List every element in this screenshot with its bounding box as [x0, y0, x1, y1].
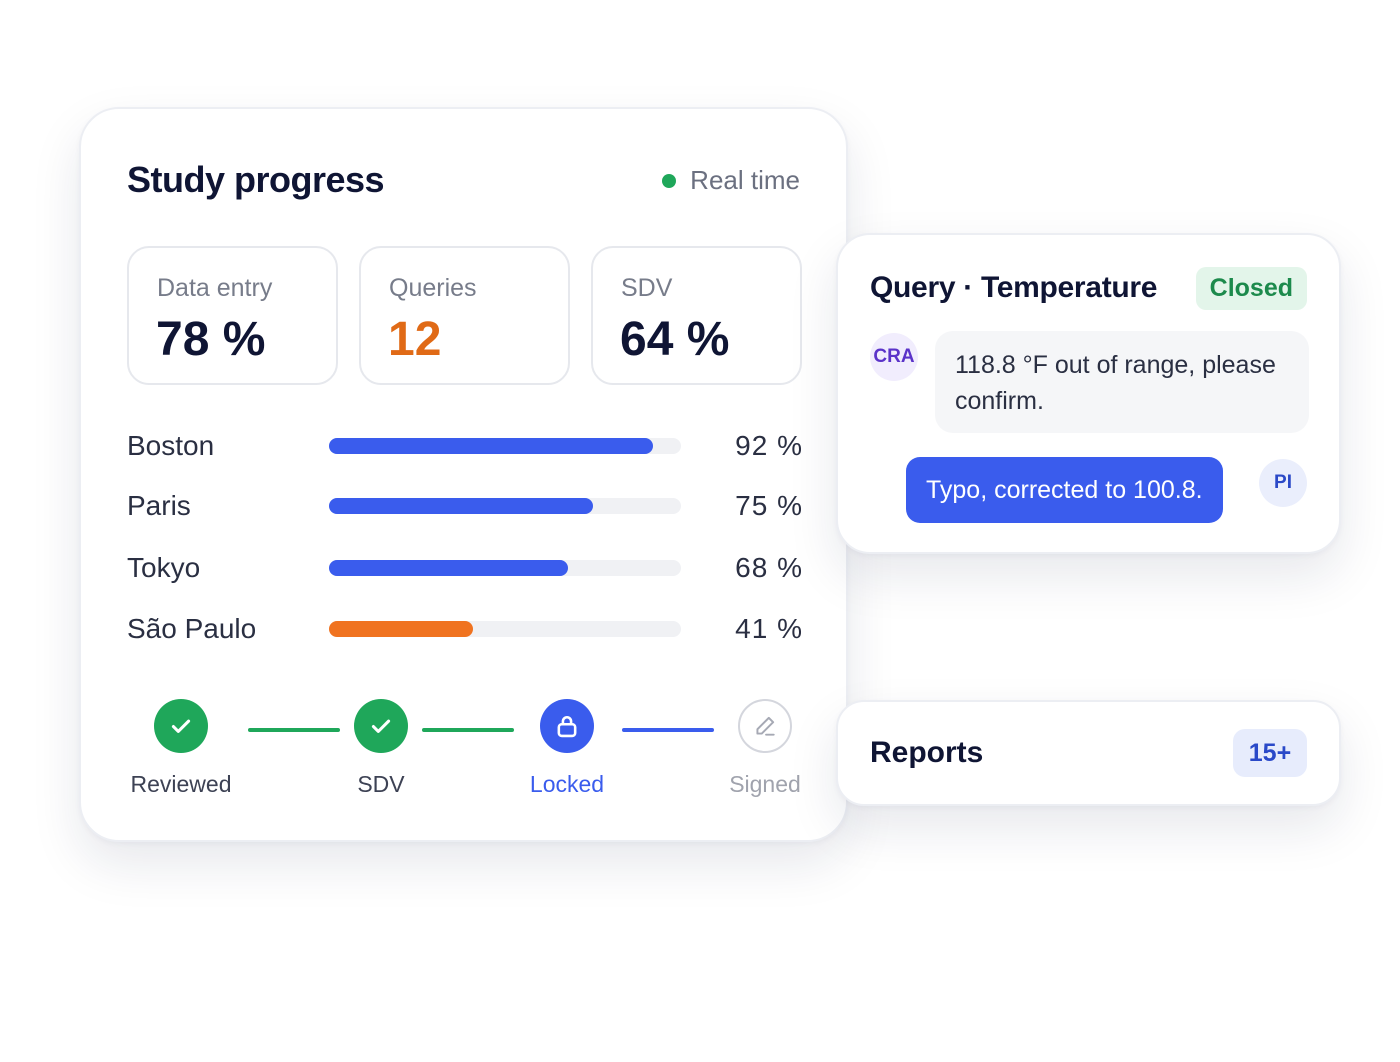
- site-name: Tokyo: [127, 552, 201, 583]
- step-circle: [738, 699, 792, 753]
- realtime-label: Real time: [690, 165, 800, 195]
- stat-card-queries[interactable]: Queries 12: [359, 246, 570, 385]
- avatar-pi: PI: [1259, 459, 1307, 507]
- step-sdv[interactable]: SDV: [311, 699, 451, 798]
- reports-card[interactable]: Reports 15+: [836, 700, 1341, 806]
- study-progress-title: Study progress: [127, 159, 385, 200]
- pen-icon: [756, 716, 775, 736]
- step-circle: [354, 699, 408, 753]
- message-incoming: 118.8 °F out of range, please confirm.: [935, 331, 1309, 433]
- site-progress-track: [329, 438, 681, 454]
- stat-value: 12: [388, 313, 442, 366]
- realtime-indicator: Real time: [662, 165, 800, 196]
- step-label: Reviewed: [130, 771, 232, 797]
- site-percent: 75 %: [735, 490, 803, 521]
- site-progress-fill: [329, 498, 593, 514]
- stat-label: SDV: [621, 274, 673, 302]
- query-title: Query · Temperature: [870, 271, 1158, 304]
- step-connector: [422, 728, 514, 732]
- site-percent: 92 %: [735, 430, 803, 461]
- stat-label: Queries: [389, 274, 477, 302]
- stat-value: 78 %: [156, 313, 266, 366]
- check-icon: [171, 719, 191, 733]
- site-name: Paris: [127, 490, 191, 521]
- lock-icon: [557, 715, 577, 738]
- site-progress-fill: [329, 560, 569, 576]
- study-progress-card: Study progress Real time Data entry 78 %…: [79, 107, 848, 842]
- stat-card-sdv[interactable]: SDV 64 %: [591, 246, 802, 385]
- step-circle: [540, 699, 594, 753]
- site-name: Boston: [127, 430, 215, 461]
- step-connector: [622, 728, 714, 732]
- site-row-paris: Paris 75 %: [127, 486, 803, 526]
- step-locked[interactable]: Locked: [497, 699, 637, 798]
- stat-label: Data entry: [157, 274, 273, 302]
- site-row-tokyo: Tokyo 68 %: [127, 548, 803, 588]
- step-signed[interactable]: Signed: [695, 699, 835, 798]
- site-percent: 41 %: [735, 613, 803, 644]
- step-label: SDV: [357, 771, 405, 797]
- site-progress-track: [329, 621, 681, 637]
- stat-value: 64 %: [620, 313, 730, 366]
- check-icon: [371, 719, 391, 733]
- reports-count-badge: 15+: [1233, 729, 1307, 777]
- site-row-sao-paulo: São Paulo 41 %: [127, 609, 803, 649]
- step-reviewed[interactable]: Reviewed: [111, 699, 251, 798]
- message-outgoing: Typo, corrected to 100.8.: [906, 457, 1223, 523]
- step-label: Locked: [529, 771, 605, 797]
- site-progress-track: [329, 498, 681, 514]
- site-progress-track: [329, 560, 681, 576]
- stat-card-data-entry[interactable]: Data entry 78 %: [127, 246, 338, 385]
- site-progress-fill: [329, 621, 474, 637]
- step-connector: [248, 728, 340, 732]
- site-row-boston: Boston 92 %: [127, 426, 803, 466]
- site-percent: 68 %: [735, 552, 803, 583]
- live-dot-icon: [662, 173, 677, 188]
- site-progress-fill: [329, 438, 653, 454]
- avatar-cra: CRA: [870, 333, 918, 381]
- step-circle: [154, 699, 208, 753]
- reports-title: Reports: [870, 736, 984, 769]
- query-card[interactable]: Query · Temperature Closed CRA 118.8 °F …: [836, 233, 1341, 554]
- step-label: Signed: [729, 771, 801, 797]
- site-name: São Paulo: [127, 613, 257, 644]
- status-badge: Closed: [1195, 267, 1307, 310]
